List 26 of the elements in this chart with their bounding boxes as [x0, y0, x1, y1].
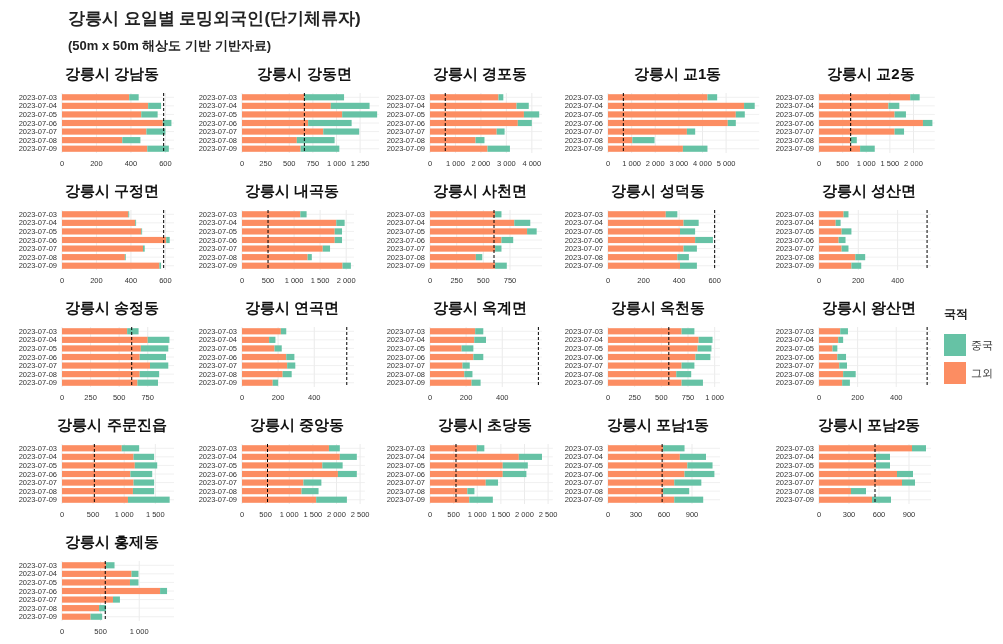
legend-label: 중국 — [971, 339, 993, 351]
chart-title: 강릉시 주문진읍 — [57, 416, 167, 433]
chart-title: 강릉시 강남동 — [64, 65, 160, 82]
chart-title: 강릉시 포남1동 — [606, 416, 710, 433]
chart-title: 강릉시 홍제동 — [64, 533, 160, 550]
chart-title: 강릉시 옥천동 — [610, 299, 706, 316]
chart-title: 강릉시 연곡면 — [244, 299, 340, 316]
chart-title: 강릉시 강동면 — [257, 65, 352, 82]
chart-title: 강릉시 초당동 — [438, 416, 533, 433]
chart-title: 강릉시 성산면 — [821, 182, 917, 199]
text: 강릉시 요일별 로밍외국인(단기체류자) — [68, 9, 361, 28]
chart-title: 강릉시 사천면 — [432, 182, 528, 199]
chart-title: 강릉시 옥계면 — [432, 299, 528, 316]
chart-title: 강릉시 포남2동 — [817, 416, 921, 433]
chart-title: 강릉시 중앙동 — [250, 416, 345, 433]
chart-title: 강릉시 교2동 — [827, 65, 915, 82]
text: (50m x 50m 해상도 기반 기반자료) — [68, 38, 271, 53]
legend-title: 국적 — [944, 307, 968, 321]
legend-label: 그외 — [971, 367, 993, 379]
chart-title: 강릉시 구정면 — [64, 182, 160, 199]
chart-title: 강릉시 송정동 — [64, 299, 160, 316]
chart-title: 강릉시 성덕동 — [610, 182, 706, 199]
chart-title: 강릉시 교1동 — [633, 65, 722, 82]
chart-title: 강릉시 내곡동 — [244, 182, 340, 199]
chart-title: 강릉시 왕산면 — [821, 299, 917, 316]
chart-title: 강릉시 경포동 — [432, 65, 528, 82]
